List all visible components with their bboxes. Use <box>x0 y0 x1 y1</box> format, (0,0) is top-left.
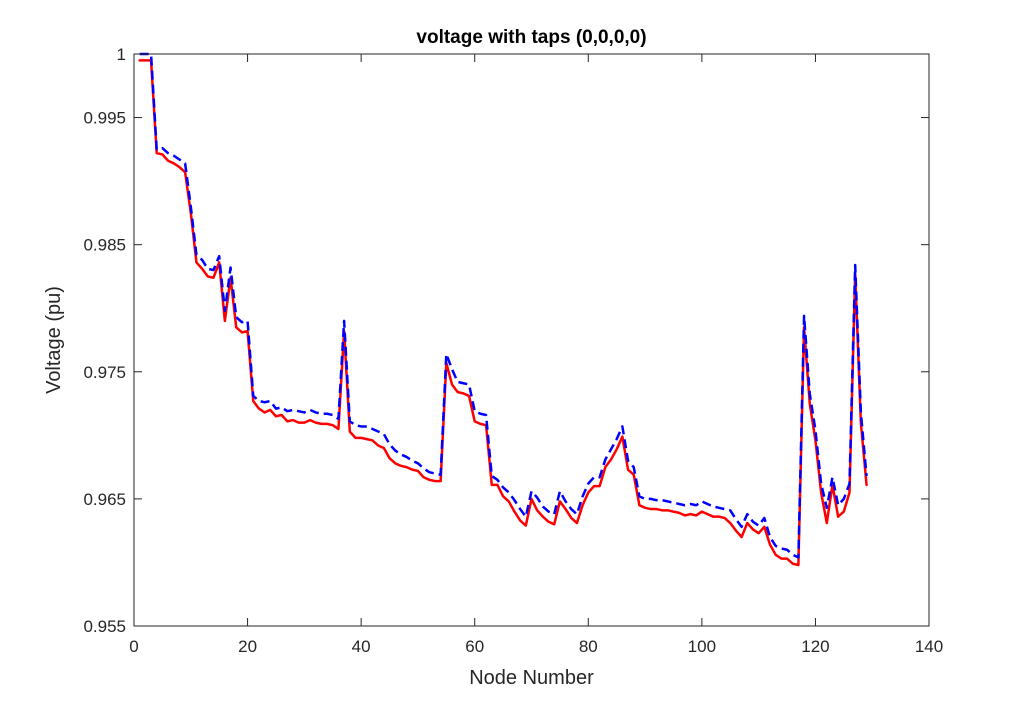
y-tick-label: 0.965 <box>83 490 126 509</box>
series-line-2 <box>139 52 868 559</box>
y-tick-label: 0.975 <box>83 363 126 382</box>
x-axis: 0 20 40 60 80 100 120 140 <box>129 54 943 656</box>
series-layer <box>138 52 868 567</box>
x-tick-label: 20 <box>238 637 257 656</box>
x-tick-label: 0 <box>129 637 138 656</box>
x-tick-label: 80 <box>579 637 598 656</box>
y-axis-label: Voltage (pu) <box>43 286 65 394</box>
y-axis: 0.955 0.965 0.975 0.985 0.995 1 <box>83 45 929 636</box>
x-tick-label: 60 <box>465 637 484 656</box>
x-tick-label: 40 <box>352 637 371 656</box>
series-line-1 <box>138 59 868 567</box>
plot-area <box>134 54 929 626</box>
y-tick-label: 0.995 <box>83 109 126 128</box>
y-tick-label: 1 <box>117 45 126 64</box>
plot-box <box>133 53 930 627</box>
x-tick-label: 120 <box>801 637 829 656</box>
x-tick-label: 140 <box>915 637 943 656</box>
y-tick-label: 0.955 <box>83 617 126 636</box>
x-tick-label: 100 <box>688 637 716 656</box>
x-axis-label: Node Number <box>469 667 594 689</box>
y-tick-label: 0.985 <box>83 236 126 255</box>
chart-title: voltage with taps (0,0,0,0) <box>416 27 646 48</box>
